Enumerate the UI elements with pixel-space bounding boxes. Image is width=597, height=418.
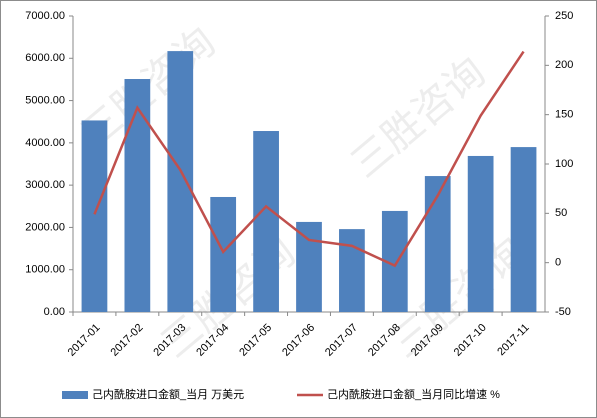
y2-tick-label: -50 bbox=[555, 306, 571, 318]
bar bbox=[339, 229, 365, 312]
y-tick-label: 2000.00 bbox=[25, 221, 65, 233]
bar bbox=[124, 79, 151, 313]
y2-tick-label: 250 bbox=[555, 10, 573, 22]
y2-tick-label: 100 bbox=[555, 158, 573, 170]
bar bbox=[210, 196, 237, 312]
y-tick-label: 0.00 bbox=[44, 306, 65, 318]
legend-swatch bbox=[62, 391, 88, 399]
y-tick-label: 5000.00 bbox=[25, 94, 65, 106]
y-tick-label: 7000.00 bbox=[25, 10, 65, 22]
y2-tick-label: 200 bbox=[555, 59, 573, 71]
y2-tick-label: 150 bbox=[555, 109, 573, 121]
bar bbox=[253, 131, 279, 312]
y-tick-label: 3000.00 bbox=[25, 179, 65, 191]
bar bbox=[510, 147, 537, 312]
y-tick-label: 4000.00 bbox=[25, 137, 65, 149]
y-tick-label: 6000.00 bbox=[25, 52, 65, 64]
y-tick-label: 1000.00 bbox=[25, 264, 65, 276]
bar bbox=[467, 155, 494, 312]
bar bbox=[296, 221, 322, 312]
legend-label: 己内酰胺进口金额_当月同比增速 % bbox=[327, 387, 500, 401]
bar bbox=[424, 176, 451, 312]
legend-label: 己内酰胺进口金额_当月 万美元 bbox=[92, 387, 244, 401]
bar bbox=[81, 120, 108, 313]
line bbox=[93, 50, 525, 268]
y2-tick-label: 0 bbox=[555, 257, 561, 269]
bar bbox=[167, 51, 194, 313]
y2-tick-label: 50 bbox=[555, 207, 567, 219]
